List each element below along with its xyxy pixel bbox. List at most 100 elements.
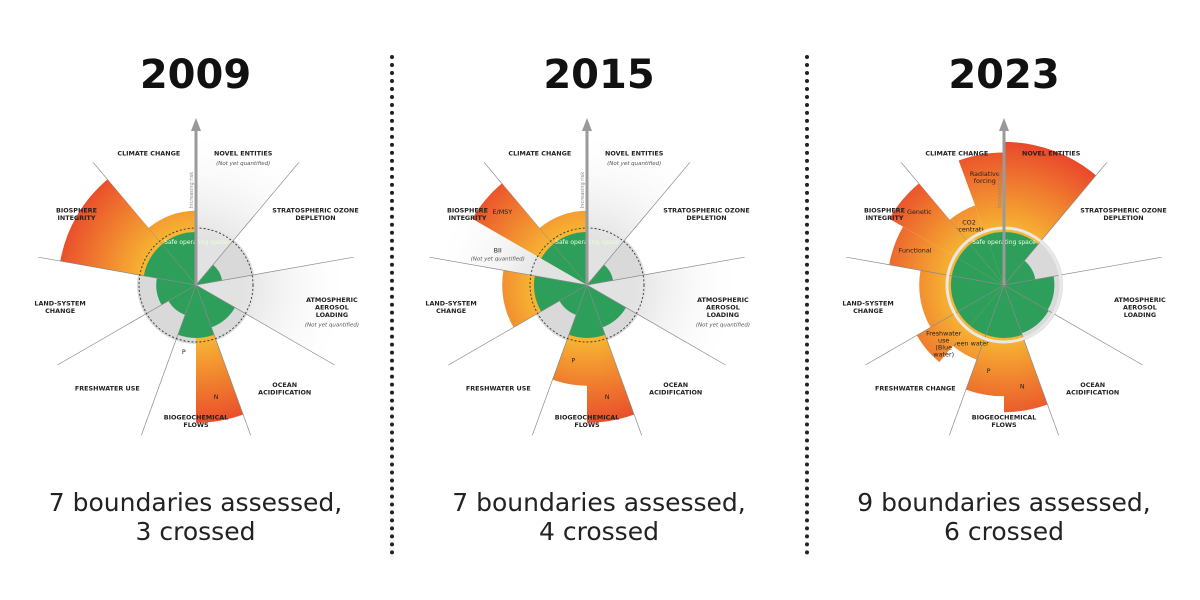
segment-label: Green water [949, 340, 989, 348]
caption-line-2: 3 crossed [135, 517, 256, 546]
boundary-label: BIOSPHERE INTEGRITY [447, 207, 488, 223]
segment-label: CO2 concentration [947, 218, 991, 233]
safe-wedge [587, 264, 614, 285]
safe-wedge [951, 275, 1004, 312]
boundary-label: LAND-SYSTEM CHANGE [34, 299, 85, 315]
boundary-label: FRESHWATER USE [466, 385, 531, 393]
safe-wedge [143, 244, 196, 285]
year-title: 2015 [543, 52, 655, 98]
sector-divider [846, 256, 1005, 286]
segment-label: Functional [899, 247, 932, 255]
increasing-risk-label: Increasing risk [580, 172, 586, 208]
boundary-sublabel: (Not yet quantified) [216, 161, 270, 167]
arrow-head-icon [999, 118, 1009, 131]
boundary-label: NOVEL ENTITIES [214, 149, 273, 157]
segment-sublabel: (Not yet quantified) [471, 257, 525, 263]
dotted-divider [390, 55, 394, 555]
caption-line-1: 9 boundaries assessed, [857, 488, 1151, 517]
safe-wedge [156, 278, 196, 305]
boundary-label: LAND-SYSTEM CHANGE [842, 299, 893, 315]
segment-label: P [987, 367, 991, 375]
sector-divider [448, 284, 588, 366]
boundary-label: LAND-SYSTEM CHANGE [425, 299, 476, 315]
boundary-label: ATMOSPHERIC AEROSOL LOADING [306, 296, 358, 319]
caption: 7 boundaries assessed, 4 crossed [393, 488, 805, 546]
safe-wedge [196, 285, 236, 328]
boundary-label: NOVEL ENTITIES [605, 149, 664, 157]
sector-divider [586, 256, 745, 286]
boundary-label: OCEAN ACIDIFICATION [258, 381, 311, 397]
boundary-sublabel: (Not yet quantified) [696, 322, 750, 328]
sector-divider [195, 284, 335, 366]
sector-divider [140, 284, 197, 436]
safe-wedge [541, 244, 587, 285]
boundary-sublabel: (Not yet quantified) [305, 322, 359, 328]
segment-label: P [571, 357, 575, 365]
safe-wedge [958, 244, 1004, 285]
boundary-label: STRATOSPHERIC OZONE DEPLETION [272, 207, 359, 223]
sector-divider [1003, 162, 1108, 286]
arrow-head-icon [191, 118, 201, 131]
segment-label: Freshwater use (Blue water) [926, 330, 962, 359]
boundary-label: FRESHWATER USE [75, 385, 140, 393]
segment-label: N [214, 393, 219, 401]
boundary-label: OCEAN ACIDIFICATION [649, 381, 702, 397]
safe-wedge [1004, 285, 1049, 334]
safe-wedge [168, 285, 196, 315]
boundary-label: CLIMATE CHANGE [508, 149, 571, 157]
panel-2009: 2009 CLIMATE CHANGE NOVEL ENTITIES (Not ye… [0, 0, 391, 600]
safe-wedge [1004, 232, 1039, 285]
safe-wedge [969, 235, 1004, 285]
boundary-label: CLIMATE CHANGE [925, 149, 988, 157]
sector-divider [57, 284, 197, 366]
segment-label: Radiative forcing [970, 170, 1000, 185]
sector-divider [1003, 284, 1143, 366]
boundary-label: BIOSPHERE INTEGRITY [864, 207, 905, 223]
not-quantified-wedge [196, 135, 293, 285]
boundary-label: ATMOSPHERIC AEROSOL LOADING [1114, 296, 1166, 319]
segment-label: P [182, 348, 186, 356]
safe-wedge [161, 232, 196, 285]
safe-wedge [559, 285, 587, 315]
sector-divider [1003, 256, 1162, 286]
safe-wedge [985, 232, 1004, 285]
planetary-boundaries-diagram: CO2 concentration Radiative forcing CLIMATE … [842, 118, 1167, 436]
segment-label: N [605, 393, 610, 401]
boundary-label: NOVEL ENTITIES [1022, 149, 1081, 157]
safe-wedge [951, 258, 1004, 285]
planetary-boundaries-diagram: CLIMATE CHANGE NOVEL ENTITIES (Not yet qua… [425, 118, 750, 436]
not-quantified-wedge [587, 258, 737, 360]
caption: 9 boundaries assessed, 6 crossed [808, 488, 1200, 546]
safe-wedge [1004, 260, 1036, 285]
boundary-label: BIOGEOCHEMICAL FLOWS [164, 414, 229, 430]
panel-2023: 2023 CO2 concentration Radiative forcing CLI… [808, 0, 1200, 600]
panel-2015: 2015 CLIMATE CHANGE NOVEL ENTITIES (Not ye… [393, 0, 805, 600]
safe-wedge [958, 285, 1004, 326]
sector-divider [38, 256, 197, 286]
year-title: 2023 [948, 52, 1060, 98]
segment-label: BII [494, 247, 502, 255]
safe-wedge [196, 264, 223, 285]
boundary-label: CLIMATE CHANGE [117, 149, 180, 157]
safe-wedge [1004, 276, 1055, 311]
boundary-label: OCEAN ACIDIFICATION [1066, 381, 1119, 397]
segment-label: N [1020, 383, 1025, 391]
sector-divider [586, 162, 691, 286]
segment-label: Genetic [907, 208, 932, 216]
caption-line-1: 7 boundaries assessed, [452, 488, 746, 517]
not-quantified-wedge [587, 135, 684, 285]
increasing-risk-label: Increasing risk [189, 172, 195, 208]
sector-divider [483, 162, 588, 286]
sector-divider [900, 162, 1005, 286]
boundary-label: ATMOSPHERIC AEROSOL LOADING [697, 296, 749, 319]
boundary-label: STRATOSPHERIC OZONE DEPLETION [663, 207, 750, 223]
sector-divider [586, 284, 726, 366]
boundary-sublabel: (Not yet quantified) [607, 161, 661, 167]
boundary-label: STRATOSPHERIC OZONE DEPLETION [1080, 207, 1167, 223]
sector-divider [195, 162, 300, 286]
caption: 7 boundaries assessed, 3 crossed [0, 488, 391, 546]
safe-wedge [969, 285, 1004, 335]
year-title: 2009 [139, 52, 252, 98]
segment-label: E/MSY [493, 208, 513, 216]
boundary-label: BIOGEOCHEMICAL FLOWS [972, 414, 1037, 430]
